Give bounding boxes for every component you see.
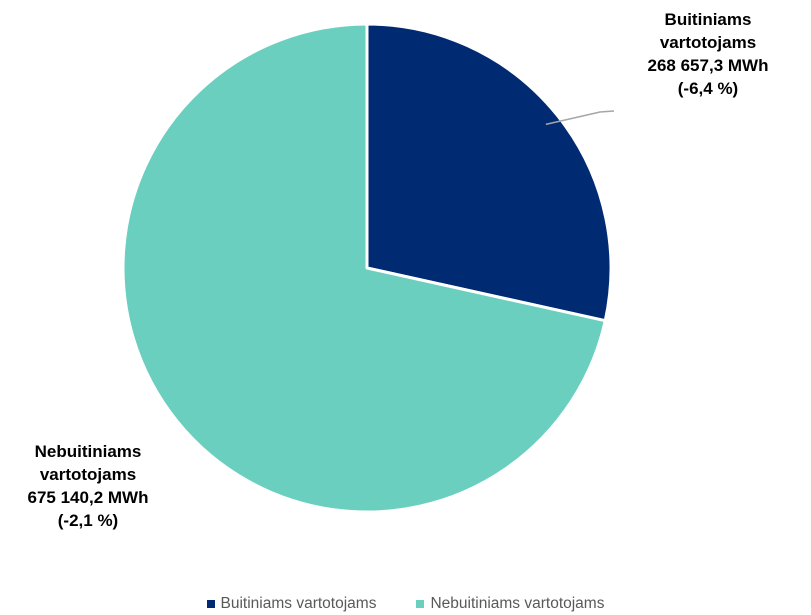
pie-slice-nebuitiniams <box>121 22 607 514</box>
slice-label-line: vartotojams <box>659 33 757 52</box>
legend-swatch <box>416 600 425 608</box>
slice-label-nebuitiniams: Nebuitiniams vartotojams 675 140,2 MWh (… <box>0 440 176 532</box>
legend-item-nebuitiniams: Nebuitiniams vartotojams <box>416 593 604 615</box>
leader-line <box>545 110 615 126</box>
slice-label-buitiniams: Buitiniams vartotojams 268 657,3 MWh (-6… <box>608 8 808 100</box>
slice-label-line: (-6,4 %) <box>677 79 739 98</box>
pie-slice-buitiniams <box>365 22 613 323</box>
pie-chart <box>121 22 615 514</box>
slice-label-line: vartotojams <box>39 465 137 484</box>
slice-label-line: 268 657,3 MWh <box>647 56 769 75</box>
slice-label-line: (-2,1 %) <box>57 511 119 530</box>
legend-swatch <box>206 600 215 608</box>
slice-label-line: Nebuitiniams <box>34 442 142 461</box>
legend-item-buitiniams: Buitiniams vartotojams <box>206 593 377 615</box>
legend-label: Nebuitiniams vartotojams <box>430 595 605 612</box>
chart-legend: Buitiniams vartotojams Nebuitiniams vart… <box>0 593 811 615</box>
slice-label-line: Buitiniams <box>664 10 752 29</box>
legend-label: Buitiniams vartotojams <box>220 595 377 612</box>
slice-label-line: 675 140,2 MWh <box>27 488 149 507</box>
